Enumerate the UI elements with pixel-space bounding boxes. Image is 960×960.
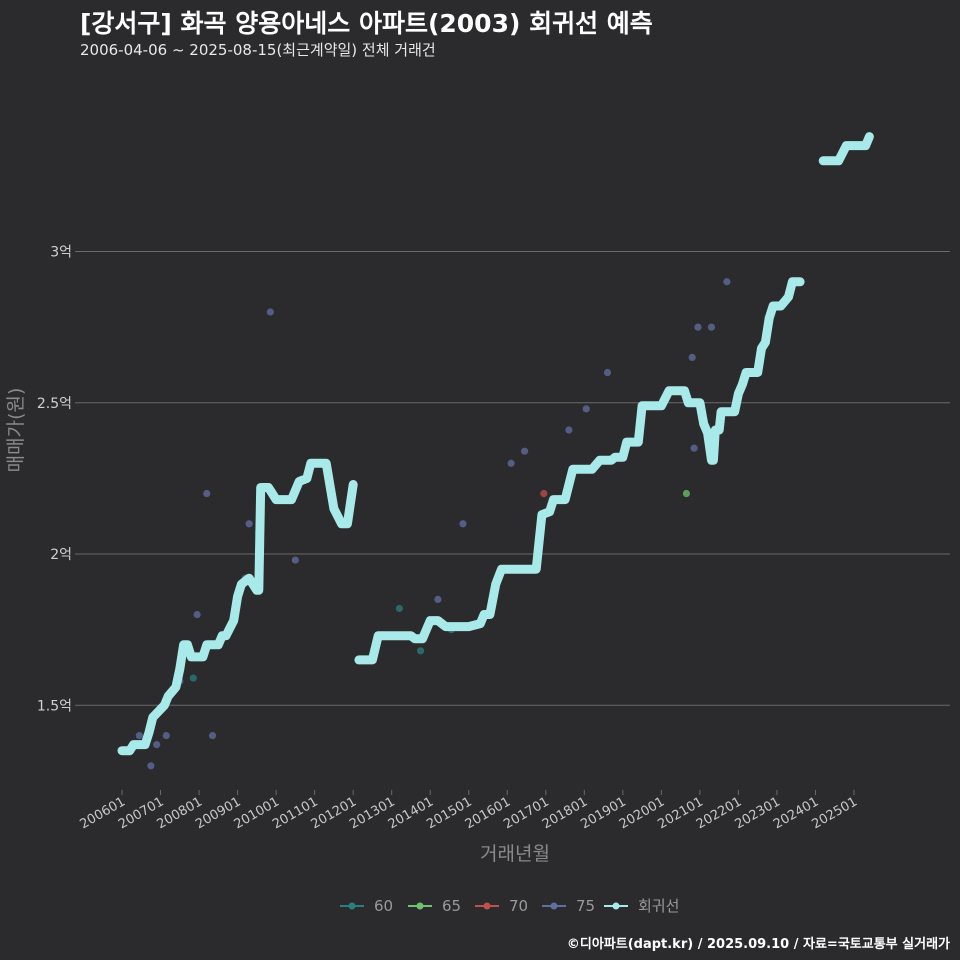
legend-label: 70 — [509, 897, 528, 915]
regression-segment — [117, 458, 358, 756]
data-point-75 — [208, 731, 217, 740]
legend-swatch-dot — [483, 902, 491, 910]
data-point-75 — [694, 323, 702, 331]
x-axis-title: 거래년월 — [480, 843, 550, 865]
data-point-75 — [203, 489, 211, 498]
legend-item: 70 — [475, 897, 528, 915]
data-point-75 — [723, 278, 731, 286]
legend-swatch-dot — [612, 902, 620, 910]
data-point-75 — [153, 741, 161, 749]
data-point-75 — [565, 426, 573, 434]
data-point-75 — [459, 520, 467, 528]
regression-segment — [818, 132, 874, 166]
data-point-75 — [603, 368, 612, 377]
data-point-60 — [395, 604, 403, 613]
legend-item: 60 — [340, 897, 393, 915]
data-point-75 — [688, 353, 696, 361]
grid-lines — [80, 251, 950, 706]
data-point-75 — [162, 731, 170, 740]
legend-swatch-dot — [550, 902, 558, 910]
data-point-75 — [434, 595, 442, 604]
data-point-75 — [690, 444, 698, 452]
data-point-75 — [291, 556, 299, 564]
data-point-75 — [582, 405, 590, 413]
legend-label: 65 — [442, 897, 461, 915]
data-point-75 — [266, 308, 274, 316]
data-point-75 — [507, 459, 515, 467]
legend-label: 60 — [374, 897, 393, 915]
y-axis-title: 매매가(원) — [5, 388, 27, 473]
legend-item: 65 — [408, 897, 461, 915]
y-tick-label: 2억 — [50, 547, 72, 563]
data-point-75 — [245, 520, 253, 528]
y-tick-labels: 1.5억 2억 2.5억 3억 — [37, 245, 80, 714]
legend-swatch-dot — [416, 902, 424, 910]
data-point-60 — [189, 674, 197, 682]
legend-item: 회귀선 — [604, 897, 679, 915]
data-point-75 — [135, 731, 143, 740]
legend: 60 65 70 75 회귀선 — [340, 897, 679, 915]
source-caption: ©디아파트(dapt.kr) / 2025.09.10 / 자료=국토교통부 실… — [566, 937, 950, 952]
data-point-70 — [540, 489, 548, 498]
y-tick-label: 1.5억 — [37, 698, 72, 714]
data-point-65 — [682, 489, 691, 498]
legend-label: 회귀선 — [638, 897, 679, 915]
x-tick-labels: 2006012007012008012009012010012011012012… — [78, 790, 860, 832]
data-point-75 — [147, 762, 155, 770]
data-point-75 — [521, 447, 529, 455]
data-point-75 — [707, 323, 716, 331]
legend-item: 75 — [542, 897, 595, 915]
y-tick-label: 3억 — [50, 245, 72, 261]
scatter-points — [135, 278, 731, 770]
legend-label: 75 — [576, 897, 595, 915]
legend-swatch-dot — [348, 902, 356, 910]
data-point-75 — [193, 610, 201, 619]
chart-title: [강서구] 화곡 양용아네스 아파트(2003) 회귀선 예측 — [80, 9, 653, 38]
regression-segment — [354, 277, 805, 665]
chart-subtitle: 2006-04-06 ~ 2025-08-15(최근계약일) 전체 거래건 — [80, 41, 436, 59]
data-point-60 — [416, 647, 425, 655]
regression-line — [117, 132, 874, 756]
y-tick-label: 2.5억 — [37, 396, 72, 412]
